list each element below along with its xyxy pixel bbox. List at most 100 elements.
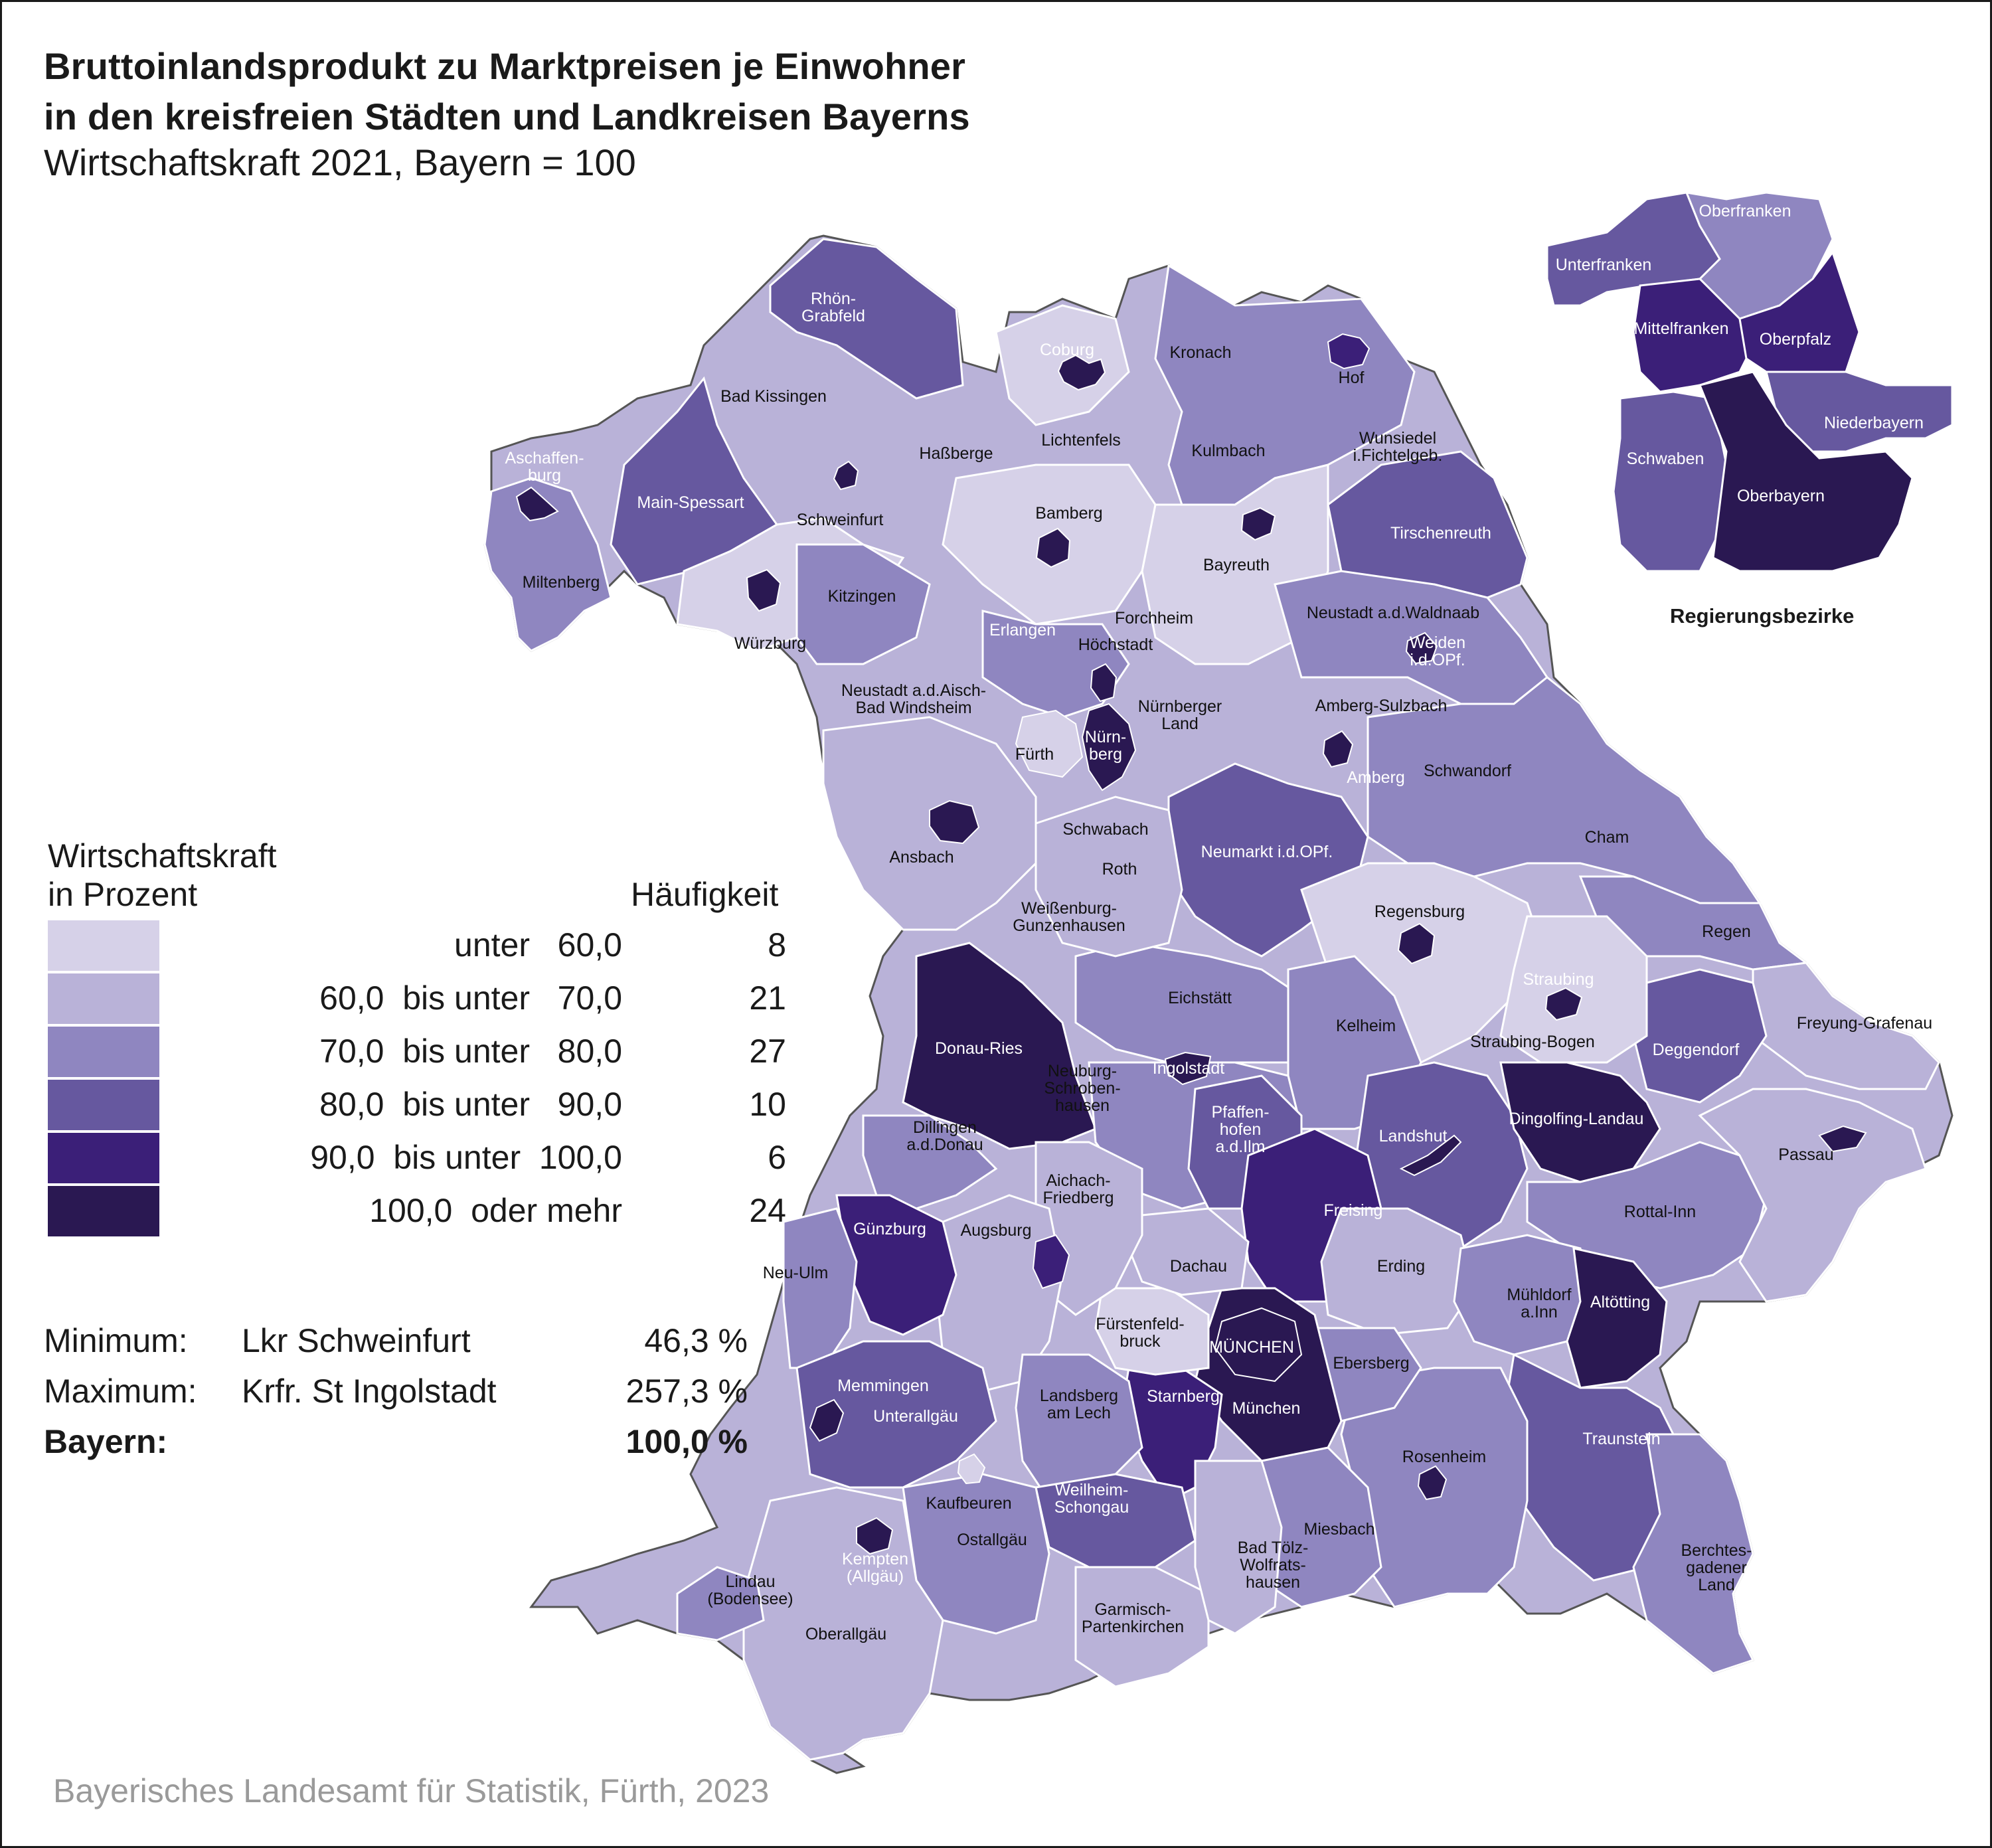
district-label: Kelheim bbox=[1336, 1017, 1396, 1035]
district-label: Straubing bbox=[1523, 970, 1594, 989]
city-nuernberg bbox=[1081, 703, 1137, 792]
legend-swatch bbox=[48, 1080, 159, 1130]
city-straubing bbox=[1544, 987, 1583, 1021]
district-label: Höchstadt bbox=[1078, 635, 1153, 654]
district-label: Passau bbox=[1778, 1145, 1833, 1164]
stat-maximum: Maximum: Krfr. St Ingolstadt 257,3 % bbox=[44, 1372, 748, 1414]
legend-row: unter 60,0 8 bbox=[48, 920, 786, 971]
district-label: Rhön-Grabfeld bbox=[801, 290, 865, 325]
city-passau bbox=[1818, 1125, 1867, 1153]
inset-region-label: Oberfranken bbox=[1699, 202, 1791, 220]
city-kaufbeuren bbox=[957, 1453, 986, 1485]
area-lindau bbox=[676, 1566, 765, 1641]
district-labels: Rhön-Grabfeld Bad Kissingen Coburg Kronach H… bbox=[505, 290, 1932, 1643]
district-label: Fürth bbox=[1015, 745, 1054, 764]
district-label: Bad Kissingen bbox=[720, 387, 827, 406]
map-title-line2: in den kreisfreien Städten und Landkreis… bbox=[44, 96, 970, 137]
area-roth bbox=[1035, 796, 1183, 958]
district-label: Kempten (Allgäu) bbox=[842, 1550, 908, 1586]
district-label: Landshut bbox=[1379, 1127, 1448, 1145]
inset-region-label: Niederbayern bbox=[1824, 414, 1924, 432]
district-label: Altötting bbox=[1590, 1293, 1650, 1311]
district-label: Dingolfing-Landau bbox=[1509, 1110, 1644, 1128]
district-label: Neustadt a.d.Aisch-Bad Windsheim bbox=[841, 681, 986, 717]
district-label: Donau-Ries bbox=[935, 1039, 1023, 1058]
city-ingolstadt bbox=[1164, 1051, 1212, 1086]
stat-maximum-value: 257,3 % bbox=[625, 1373, 748, 1410]
legend-frequency-header: Häufigkeit bbox=[631, 876, 779, 913]
stat-bayern-label: Bayern: bbox=[44, 1423, 168, 1460]
district-label: Ansbach bbox=[889, 848, 954, 867]
legend-count: 24 bbox=[749, 1192, 786, 1229]
legend-row: 80,0 bis unter 90,0 10 bbox=[48, 1080, 786, 1130]
map-subtitle: Wirtschaftskraft 2021, Bayern = 100 bbox=[44, 141, 636, 183]
inset-map bbox=[1546, 191, 1953, 572]
inset-region-label: Unterfranken bbox=[1556, 256, 1652, 274]
district-label: Neumarkt i.d.OPf. bbox=[1201, 843, 1333, 861]
district-label: Kaufbeuren bbox=[926, 1494, 1011, 1513]
stat-minimum: Minimum: Lkr Schweinfurt 46,3 % bbox=[44, 1321, 748, 1364]
district-label: Lichtenfels bbox=[1041, 431, 1121, 450]
inset-caption: Regierungsbezirke bbox=[1670, 604, 1855, 628]
city-aschaffenburg bbox=[515, 486, 559, 522]
area-dingolfing-landau bbox=[1499, 1061, 1661, 1183]
district-label: Garmisch-Partenkirchen bbox=[1082, 1600, 1184, 1636]
area-dillingen bbox=[862, 1114, 998, 1210]
district-label: Unterallgäu bbox=[873, 1407, 958, 1426]
legend-row: 90,0 bis unter 100,0 6 bbox=[48, 1133, 786, 1183]
district-label: Erlangen bbox=[989, 621, 1056, 639]
district-label: Aichach-Friedberg bbox=[1043, 1171, 1114, 1207]
district-label: Rosenheim bbox=[1402, 1448, 1486, 1466]
area-straubing-bogen bbox=[1499, 915, 1648, 1064]
city-rosenheim bbox=[1417, 1465, 1448, 1501]
legend-row: 60,0 bis unter 70,0 21 bbox=[48, 973, 786, 1024]
district-label: Bayreuth bbox=[1203, 556, 1270, 574]
area-oberallgaeu bbox=[742, 1486, 944, 1761]
city-kempten bbox=[856, 1517, 894, 1555]
city-muenchen bbox=[1214, 1307, 1303, 1383]
district-label: Kitzingen bbox=[828, 587, 896, 606]
area-freyung-grafenau bbox=[1752, 962, 1940, 1090]
district-label: Rottal-Inn bbox=[1624, 1203, 1696, 1221]
inset-region-label: Oberbayern bbox=[1737, 487, 1825, 505]
city-memmingen bbox=[809, 1398, 845, 1442]
district-label: Nürnberger Land bbox=[1138, 697, 1222, 733]
district-label: Freyung-Grafenau bbox=[1797, 1014, 1932, 1033]
district-label: Starnberg bbox=[1147, 1387, 1220, 1406]
inset-mittelfranken bbox=[1632, 278, 1754, 393]
city-fuerth bbox=[1015, 709, 1084, 778]
district-label: Forchheim bbox=[1115, 609, 1193, 628]
district-label: Pfaffen-hofen a.d.Ilm bbox=[1211, 1103, 1269, 1156]
legend-count: 6 bbox=[768, 1139, 786, 1176]
district-label: Lindau (Bodensee) bbox=[707, 1572, 793, 1608]
area-bad-toelz bbox=[1194, 1460, 1283, 1635]
area-unterallgaeu bbox=[795, 1340, 997, 1489]
legend-title-line1: Wirtschaftskraft bbox=[48, 837, 277, 875]
district-label: Haßberge bbox=[919, 444, 993, 463]
district-label: Miesbach bbox=[1304, 1520, 1375, 1539]
inset-schwaben bbox=[1612, 390, 1728, 572]
city-augsburg bbox=[1032, 1234, 1070, 1290]
district-label: Amberg-Sulzbach bbox=[1315, 697, 1448, 715]
district-label: Neustadt a.d.Waldnaab bbox=[1307, 604, 1479, 622]
area-miltenberg bbox=[483, 477, 612, 652]
legend-swatch bbox=[48, 973, 159, 1024]
district-label: Schwabach bbox=[1062, 820, 1148, 839]
district-label: Bad Tölz-Wolfrats-hausen bbox=[1238, 1539, 1309, 1592]
district-label: Roth bbox=[1102, 860, 1137, 879]
district-label: Regen bbox=[1702, 922, 1751, 941]
district-label: Kulmbach bbox=[1191, 442, 1265, 460]
district-label: Günzburg bbox=[853, 1220, 926, 1238]
district-label: Augsburg bbox=[960, 1221, 1031, 1240]
district-label: München bbox=[1232, 1399, 1301, 1418]
stat-bayern-value: 100,0 % bbox=[625, 1423, 748, 1460]
stat-maximum-label: Maximum: bbox=[44, 1373, 197, 1410]
district-label: Miltenberg bbox=[523, 573, 600, 592]
district-label: Weilheim-Schongau bbox=[1054, 1481, 1129, 1517]
stat-minimum-label: Minimum: bbox=[44, 1322, 188, 1359]
city-wuerzburg bbox=[746, 568, 782, 612]
inset-region-label: Mittelfranken bbox=[1633, 319, 1728, 338]
legend-range: 60,0 bis unter 70,0 bbox=[319, 979, 622, 1017]
district-label: Fürstenfeld-bruck bbox=[1096, 1315, 1184, 1351]
